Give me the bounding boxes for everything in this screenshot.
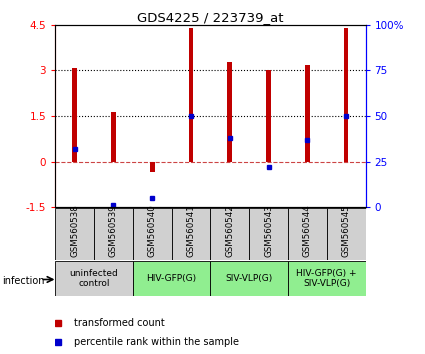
Bar	[210, 208, 249, 260]
Text: HIV-GFP(G) +
SIV-VLP(G): HIV-GFP(G) + SIV-VLP(G)	[297, 269, 357, 288]
Text: GSM560541: GSM560541	[187, 204, 196, 257]
Bar	[266, 70, 271, 161]
Bar	[133, 261, 210, 296]
Bar	[288, 208, 327, 260]
Text: SIV-VLP(G): SIV-VLP(G)	[226, 274, 273, 283]
Text: uninfected
control: uninfected control	[70, 269, 119, 288]
Bar	[55, 208, 94, 260]
Bar	[288, 261, 366, 296]
Text: GSM560545: GSM560545	[342, 204, 351, 257]
Bar	[111, 112, 116, 161]
Text: GSM560542: GSM560542	[225, 204, 234, 257]
Bar	[227, 62, 232, 161]
Bar	[305, 65, 310, 161]
Text: HIV-GFP(G): HIV-GFP(G)	[147, 274, 197, 283]
Text: percentile rank within the sample: percentile rank within the sample	[74, 337, 239, 347]
Text: GSM560538: GSM560538	[70, 204, 79, 257]
Bar	[72, 68, 77, 161]
Bar	[189, 28, 193, 161]
Bar	[210, 261, 288, 296]
Text: infection: infection	[2, 276, 45, 286]
Text: GSM560544: GSM560544	[303, 204, 312, 257]
Text: GSM560543: GSM560543	[264, 204, 273, 257]
Text: GSM560539: GSM560539	[109, 204, 118, 257]
Bar	[94, 208, 133, 260]
Bar	[172, 208, 210, 260]
Text: transformed count: transformed count	[74, 318, 164, 328]
Text: GSM560540: GSM560540	[148, 204, 157, 257]
Bar	[55, 261, 133, 296]
Bar	[249, 208, 288, 260]
Title: GDS4225 / 223739_at: GDS4225 / 223739_at	[137, 11, 283, 24]
Bar	[327, 208, 366, 260]
Bar	[150, 161, 155, 172]
Bar	[133, 208, 172, 260]
Bar	[344, 28, 348, 161]
